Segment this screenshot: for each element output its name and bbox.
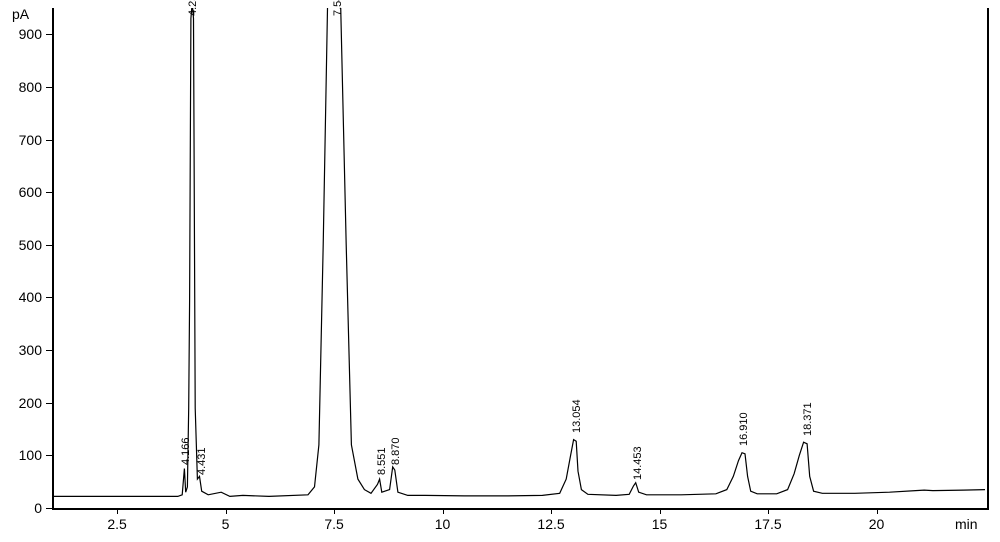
chromatogram-trace bbox=[0, 0, 1000, 542]
peak-label: 13.054 bbox=[571, 399, 583, 433]
peak-label: 14.453 bbox=[632, 447, 644, 481]
peak-label: 4.166 bbox=[180, 437, 192, 465]
peak-label: 18.371 bbox=[802, 402, 814, 436]
peak-label: 8.551 bbox=[376, 448, 388, 476]
peak-label: 8.870 bbox=[390, 437, 402, 465]
peak-label: 4.431 bbox=[196, 448, 208, 476]
peak-label: 4.230 bbox=[187, 0, 199, 16]
peak-label: 7.542 bbox=[332, 0, 344, 16]
chromatogram-chart: pA min 01002003004005006007008009002.557… bbox=[0, 0, 1000, 542]
peak-label: 16.910 bbox=[738, 413, 750, 447]
